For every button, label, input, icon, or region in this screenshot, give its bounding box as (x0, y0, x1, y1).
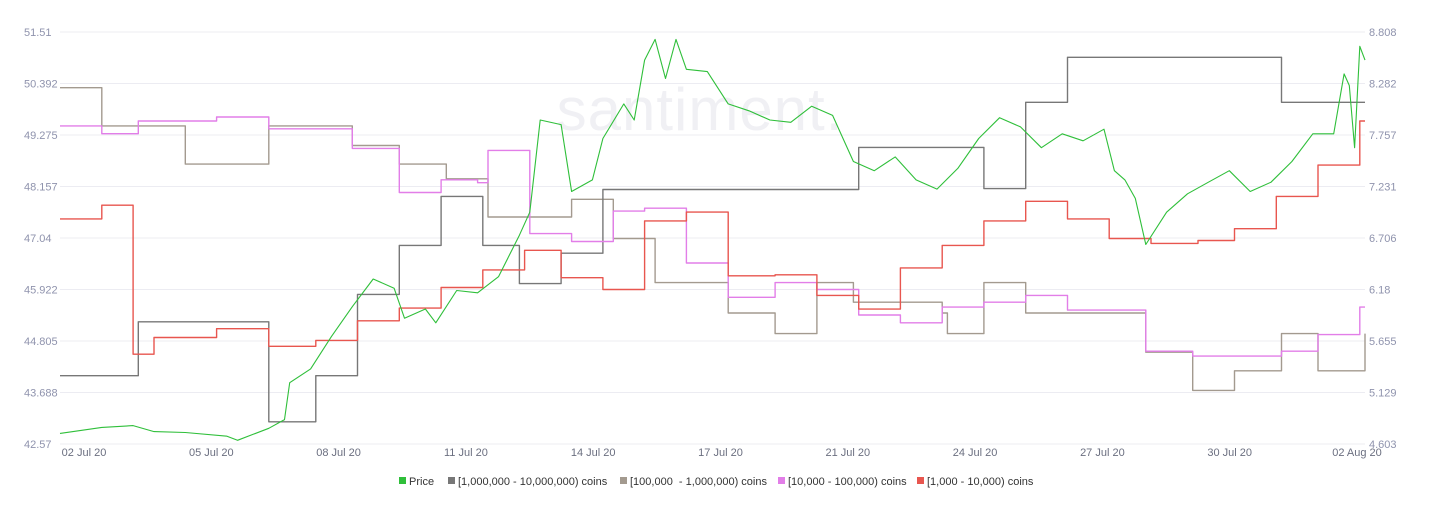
x-tick-label: 17 Jul 20 (698, 447, 743, 459)
right-tick-label: 8.282 (1369, 79, 1397, 91)
right-tick-label: 7.231 (1369, 182, 1397, 194)
series-lines (59, 38, 1366, 441)
x-tick-label: 21 Jul 20 (825, 447, 870, 459)
legend-swatch (778, 477, 785, 484)
x-tick-label: 14 Jul 20 (571, 447, 616, 459)
legend-swatch (620, 477, 627, 484)
right-tick-label: 6.18 (1369, 285, 1390, 297)
legend-label: [10,000 - 100,000) coins (788, 476, 907, 488)
left-tick-label: 44.805 (24, 336, 58, 348)
right-tick-label: 6.706 (1369, 233, 1397, 245)
x-tick-label: 08 Jul 20 (316, 447, 361, 459)
legend-label: [100,000 - 1,000,000) coins (630, 476, 767, 488)
x-tick-label: 27 Jul 20 (1080, 447, 1125, 459)
right-tick-label: 4.603 (1369, 439, 1397, 451)
left-tick-label: 42.57 (24, 439, 52, 451)
left-tick-label: 43.688 (24, 388, 58, 400)
x-tick-label: 02 Aug 20 (1332, 447, 1382, 459)
left-axis: 51.51 50.392 49.275 48.157 47.04 45.922 44.805… (24, 27, 58, 451)
x-tick-label: 30 Jul 20 (1207, 447, 1252, 459)
series-line-0 (59, 38, 1366, 441)
left-tick-label: 51.51 (24, 27, 52, 39)
watermark: santiment. (557, 76, 844, 143)
legend-label: [1,000 - 10,000) coins (927, 476, 1034, 488)
legend-label: [1,000,000 - 10,000,000) coins (458, 476, 608, 488)
x-tick-label: 05 Jul 20 (189, 447, 234, 459)
series-line-1 (60, 56, 1365, 423)
left-tick-label: 48.157 (24, 182, 58, 194)
x-tick-label: 24 Jul 20 (953, 447, 998, 459)
legend: Price [1,000,000 - 10,000,000) coins [100,… (399, 476, 1034, 488)
x-tick-label: 02 Jul 20 (62, 447, 107, 459)
right-tick-label: 5.655 (1369, 336, 1397, 348)
legend-label: Price (409, 476, 434, 488)
series-line-2 (60, 87, 1366, 392)
series-line-4 (60, 120, 1365, 355)
legend-swatch (917, 477, 924, 484)
left-tick-label: 45.922 (24, 285, 58, 297)
legend-swatch (448, 477, 455, 484)
right-axis: 8.808 8.282 7.757 7.231 6.706 6.18 5.655 5.129 4… (1369, 27, 1397, 451)
legend-swatch (399, 477, 406, 484)
right-tick-label: 8.808 (1369, 27, 1397, 39)
x-axis: 02 Jul 20 05 Jul 20 08 Jul 20 11 Jul 20 14 J… (62, 447, 1382, 459)
right-tick-label: 7.757 (1369, 130, 1397, 142)
left-tick-label: 50.392 (24, 79, 58, 91)
gridlines (60, 31, 1365, 445)
left-tick-label: 49.275 (24, 130, 58, 142)
x-tick-label: 11 Jul 20 (444, 447, 488, 459)
right-tick-label: 5.129 (1369, 388, 1397, 400)
left-tick-label: 47.04 (24, 233, 52, 245)
series-line-3 (60, 116, 1365, 357)
